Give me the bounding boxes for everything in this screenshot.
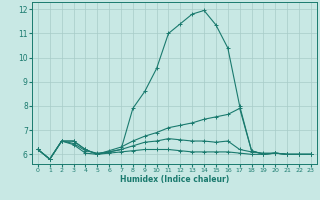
X-axis label: Humidex (Indice chaleur): Humidex (Indice chaleur) (120, 175, 229, 184)
